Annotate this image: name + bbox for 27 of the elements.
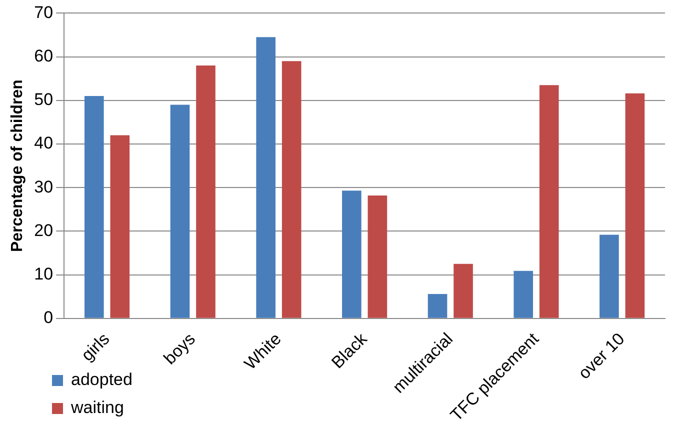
bar [282,61,302,318]
legend-label: adopted [71,370,132,390]
bar [539,85,559,318]
bar [454,264,473,318]
y-tick-label: 60 [34,46,54,66]
y-tick-label: 30 [34,177,54,196]
bar [625,93,645,318]
y-tick-label: 0 [44,308,54,328]
x-tick-label: girls [78,329,114,365]
y-tick-label: 70 [34,2,54,22]
y-tick-label: 10 [34,264,54,284]
bar [368,195,388,318]
bar [600,234,619,318]
x-tick-label: over 10 [574,329,628,383]
legend-label: waiting [71,398,124,418]
y-axis-title: Percentage of children [9,80,26,252]
bar [342,190,362,318]
bar [170,104,190,318]
bar [514,270,534,318]
bar [196,66,216,318]
bar [428,294,448,318]
y-tick-label: 20 [34,220,54,240]
y-tick-label: 50 [34,90,54,110]
y-tick-label: 40 [34,134,54,153]
bar [256,37,276,318]
bar [110,135,130,318]
bar [84,96,104,318]
